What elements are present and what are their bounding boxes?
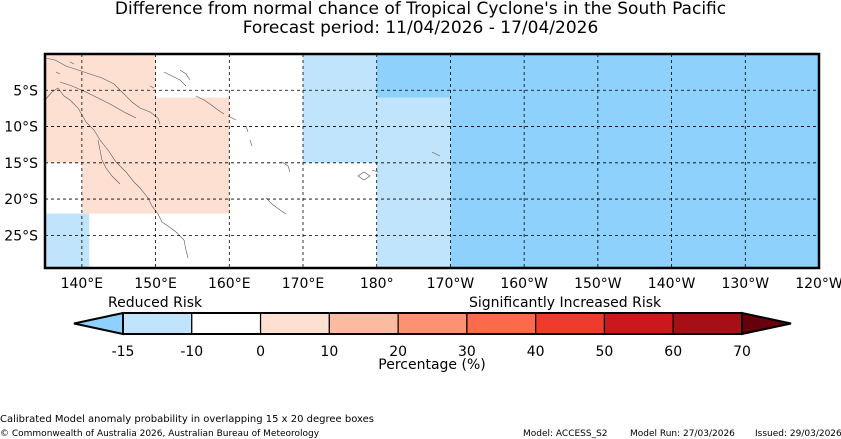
anomaly-cell-2 [45,213,90,268]
longitude-labels: 140°E 150°E 160°E 170°E 180° 170°W 160°W 150°W 1… [61,276,841,292]
colorbar-tick-label: 10 [320,344,338,360]
anomaly-cells [45,54,819,268]
colorbar-tick-label: 60 [664,344,682,360]
lon-label: 180° [360,276,394,292]
fiji-island-2 [357,171,371,181]
colorbar-under-extension [73,311,124,336]
increased-risk-caption: Significantly Increased Risk [469,295,662,311]
colorbar-bin [466,312,537,335]
colorbar-tick-label: -10 [180,344,203,360]
latitude-labels: 5°S 10°S 15°S 20°S 25°S [4,83,38,244]
colorbar-bin [328,312,399,335]
new-guinea-south-coast [59,81,137,119]
footer-issued: Issued: 29/03/2026 [755,429,841,439]
lon-label: 170°W [427,276,475,292]
map-title: Difference from normal chance of Tropica… [114,0,727,19]
lon-label: 150°E [134,276,177,292]
map-frame [43,52,821,270]
new-guinea-coastline [45,57,161,125]
colorbar-tick-label: -15 [112,344,135,360]
lat-label: 25°S [4,228,38,244]
tonga-coastline [371,169,379,173]
lon-label: 160°E [208,276,251,292]
new-ireland-coastline [179,69,191,81]
colorbar-tick-label: 0 [256,344,265,360]
samoa-coastline [431,151,441,157]
colorbar-bin [191,312,262,335]
colorbar-tick-label: 20 [389,344,407,360]
reduced-risk-caption: Reduced Risk [108,295,203,311]
colorbar-bin [259,312,330,335]
lat-label: 15°S [4,156,38,172]
new-caledonia-coastline [265,197,287,215]
lon-label: 140°W [648,276,696,292]
colorbar-tick-label: 70 [733,344,751,360]
colorbar-tick-label: 40 [527,344,545,360]
lon-label: 150°W [574,276,622,292]
colorbar-over-extension [741,311,792,336]
colorbar-bin [397,312,468,335]
lat-label: 20°S [4,192,38,208]
anomaly-cell-6 [450,54,819,268]
lat-label: 5°S [13,83,38,99]
forecast-period: Forecast period: 11/04/2026 - 17/04/2026 [242,18,599,38]
cape-york-coastline [97,139,121,185]
fiji-coastline [281,161,291,173]
lat-label: 10°S [4,120,38,136]
anomaly-cell-4 [376,97,451,268]
colorbar-bin [122,312,193,335]
map-gridlines [45,54,819,268]
footer-note: Calibrated Model anomaly probability in … [0,414,375,425]
colorbar-label: Percentage (%) [378,357,486,373]
colorbar-bin [672,312,743,335]
colorbar-frame [122,312,743,335]
colorbar-tick-label: 30 [458,344,476,360]
colorbar-bin [535,312,606,335]
anomaly-cell-3 [303,54,377,163]
footer-model-run: Model Run: 27/03/2026 [630,429,735,439]
small-island-3 [149,85,155,89]
colorbar-bin [603,312,674,335]
colorbar: -15 -10 0 10 20 30 40 50 60 70 [73,311,792,360]
footer-model: Model: ACCESS_S2 [523,429,608,439]
australia-coastline [45,87,189,259]
lon-label: 170°E [282,276,325,292]
colorbar-tick-label: 50 [596,344,614,360]
small-island-2 [69,61,75,65]
lon-label: 130°W [721,276,769,292]
lon-label: 140°E [61,276,104,292]
footer-copyright: © Commonwealth of Australia 2026, Austra… [0,429,320,439]
small-island-1 [55,71,61,75]
vanuatu-coastline [245,125,253,147]
lon-label: 160°W [500,276,548,292]
anomaly-cell-5 [376,54,451,98]
new-britain-coastline [163,71,187,87]
lon-label: 120°W [795,276,841,292]
